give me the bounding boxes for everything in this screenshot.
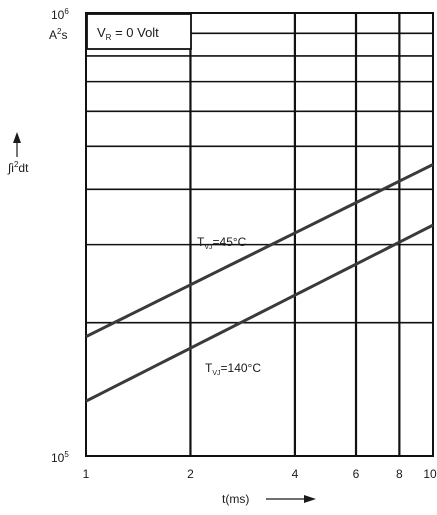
y-axis-arrow-icon (13, 132, 21, 143)
condition-box (86, 13, 192, 50)
y-axis-label: ∫i2dt (7, 160, 29, 175)
chart-labels: VR = 0 Volt 106 105 A2s ∫i2dt 1 2 4 6 8 10 t(ms) TVJ… (7, 7, 437, 506)
series-line-1 (85, 163, 434, 338)
x-tick-label: 4 (292, 467, 299, 481)
x-tick-label: 6 (353, 467, 360, 481)
series-line-2 (85, 223, 434, 403)
y-unit-label: A2s (49, 27, 67, 42)
condition-label: VR = 0 Volt (97, 25, 159, 42)
x-axis-arrow-icon (304, 495, 316, 503)
series-label-1: TVJ=45°C (197, 235, 247, 251)
x-tick-label: 8 (396, 467, 403, 481)
x-tick-label: 2 (187, 467, 194, 481)
series-label-2: TVJ=140°C (205, 361, 261, 377)
x-axis-label: t(ms) (222, 492, 249, 506)
y-tick-label-top: 106 (51, 7, 69, 22)
plot-frame (85, 12, 434, 457)
series-group (85, 163, 434, 403)
y-tick-label-bottom: 105 (51, 450, 69, 465)
grid-lines (85, 12, 434, 457)
x-tick-label: 10 (423, 467, 437, 481)
x-tick-label: 1 (83, 467, 90, 481)
